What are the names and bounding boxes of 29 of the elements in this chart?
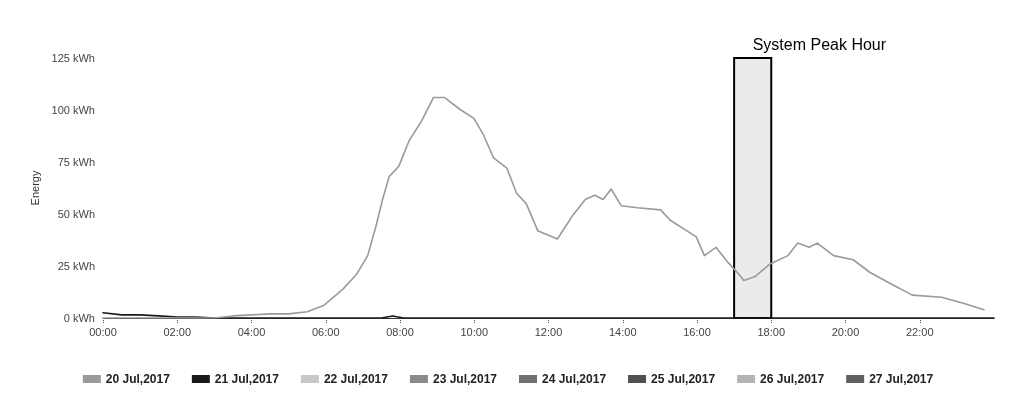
x-tick-label: 02:00 [163,325,192,338]
legend-label: 24 Jul,2017 [542,372,607,386]
legend-label: 23 Jul,2017 [432,372,498,386]
legend-label: 20 Jul,2017 [105,372,171,386]
legend-label: 26 Jul,2017 [760,372,825,386]
y-tick-label: 25 kWh [57,260,95,272]
x-tick-label: 04:00 [237,325,266,338]
legend-label: 27 Jul,2017 [869,372,934,386]
x-tick-label: 18:00 [757,325,786,338]
legend-label: 21 Jul,2017 [214,372,280,386]
x-tick-label: 16:00 [683,325,711,338]
x-tick-label: 06:00 [311,325,340,338]
y-tick-label: 100 kWh [51,104,95,116]
x-tick-label: 22:00 [905,325,934,338]
x-tick-label: 20:00 [831,325,860,338]
y-tick-label: 125 kWh [51,52,95,64]
x-tick-label: 12:00 [534,325,563,338]
band-label: System Peak Hour [752,35,887,53]
legend-label: 22 Jul,2017 [323,372,389,386]
x-tick-label: 08:00 [386,325,414,338]
legend-label: 25 Jul,2017 [651,372,716,386]
x-tick-label: 14:00 [608,325,637,338]
y-tick-label: 75 kWh [57,156,95,168]
x-tick-label: 00:00 [89,325,117,338]
y-axis-title: Energy [29,170,42,206]
x-tick-label: 10:00 [460,325,489,338]
y-tick-label: 0 kWh [63,312,95,324]
line-series [102,96,985,319]
y-tick-label: 50 kWh [57,208,95,220]
